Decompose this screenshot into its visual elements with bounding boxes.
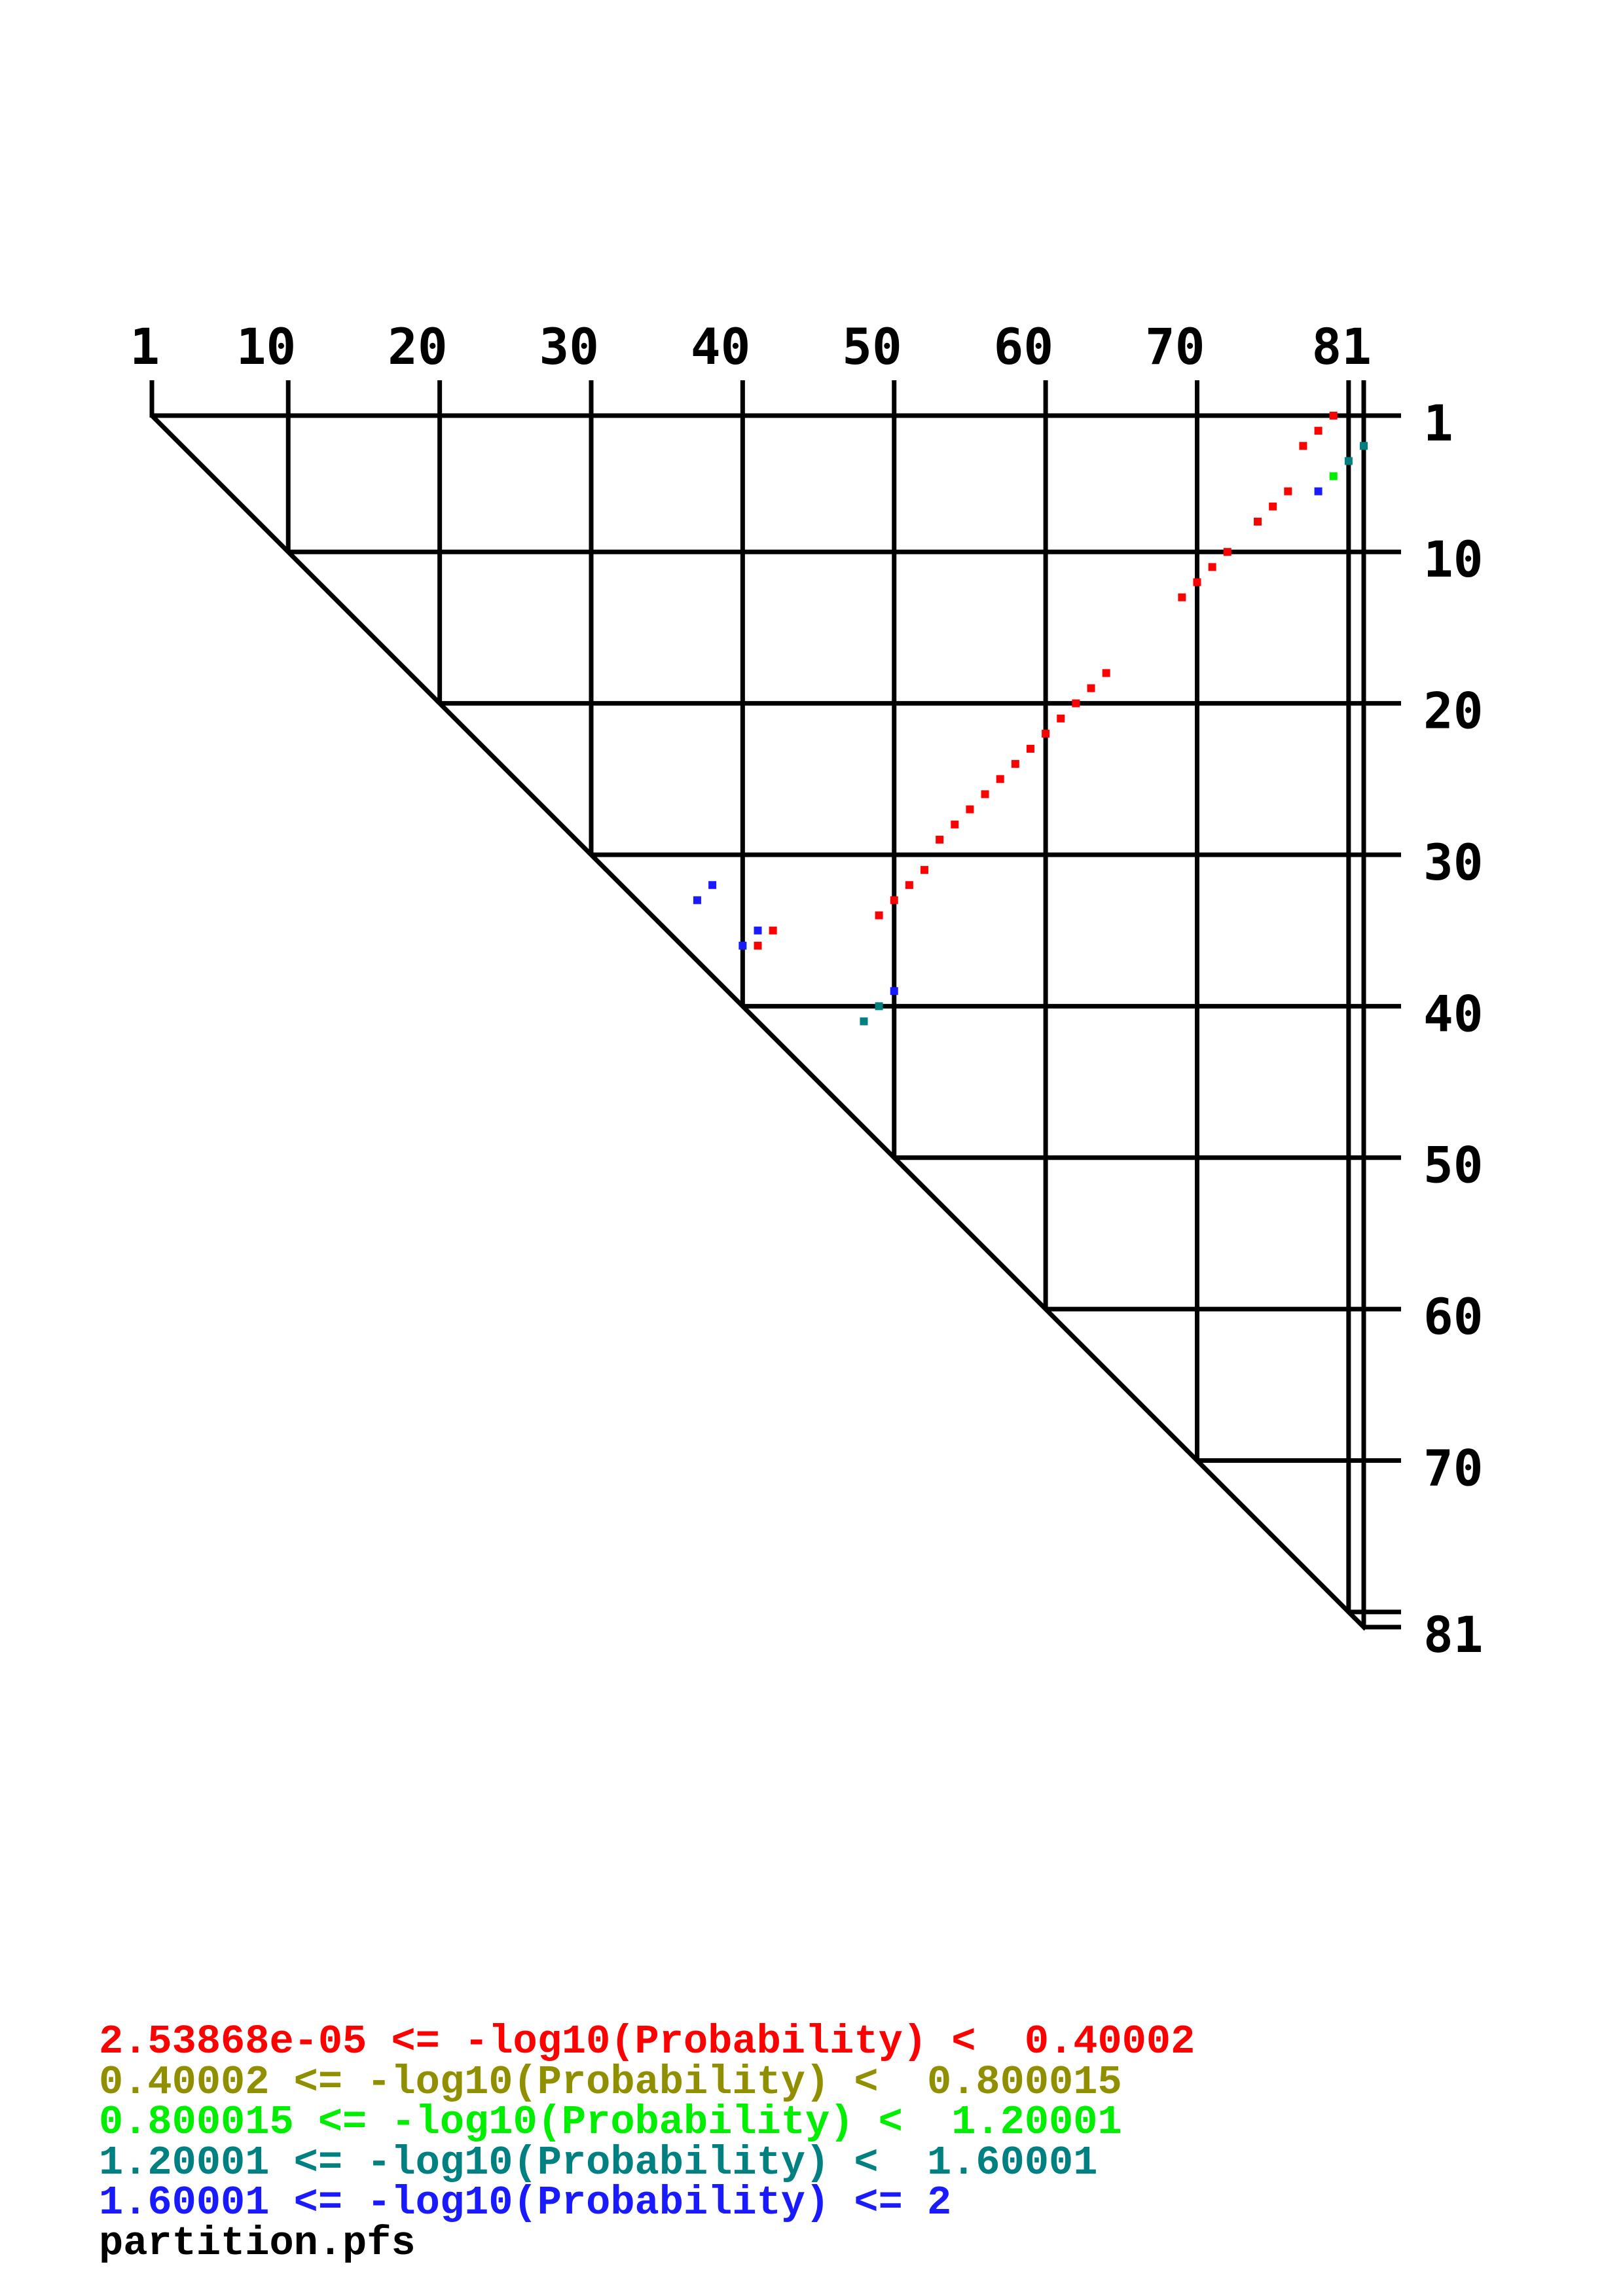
probability-dot	[890, 896, 898, 905]
probability-dot	[1269, 502, 1277, 511]
y-axis-label-1: 1	[1423, 394, 1453, 452]
y-axis-label-50: 50	[1423, 1136, 1484, 1194]
probability-dot	[754, 926, 762, 935]
probability-dot	[875, 911, 883, 920]
x-axis-label-1: 1	[130, 317, 160, 376]
probability-dot	[1344, 457, 1353, 465]
y-axis-label-20: 20	[1423, 682, 1484, 740]
probability-dot	[693, 896, 701, 905]
probability-dot	[708, 881, 717, 889]
probability-dot	[860, 1017, 868, 1026]
x-axis-label-10: 10	[236, 317, 297, 376]
probability-dot	[1360, 442, 1368, 450]
probability-dot	[739, 941, 747, 950]
probability-dot	[1087, 684, 1095, 692]
probability-dot	[1223, 548, 1231, 556]
probability-dot	[966, 805, 974, 814]
probability-dot	[1208, 563, 1216, 571]
y-axis-label-30: 30	[1423, 833, 1484, 891]
probability-dot	[1284, 487, 1292, 495]
probability-dot	[875, 1002, 883, 1011]
probability-dot	[981, 790, 989, 798]
probability-dot	[1102, 669, 1110, 677]
probability-dot	[1026, 745, 1034, 753]
probability-dot	[1011, 760, 1019, 768]
probability-dot	[936, 835, 944, 844]
probability-dot	[1254, 517, 1262, 526]
probability-dot	[1329, 472, 1338, 480]
x-axis-label-70: 70	[1145, 317, 1205, 376]
x-axis-label-50: 50	[842, 317, 902, 376]
probability-dot	[951, 820, 959, 829]
y-axis-label-40: 40	[1423, 984, 1484, 1043]
y-axis-label-70: 70	[1423, 1439, 1484, 1497]
probability-dot	[996, 775, 1004, 783]
probability-dot	[1178, 593, 1186, 601]
y-axis-label-81: 81	[1423, 1605, 1484, 1664]
probability-dot	[890, 987, 898, 996]
probability-dot	[1329, 412, 1338, 420]
probability-dot	[754, 941, 762, 950]
probability-dot	[921, 866, 929, 874]
y-axis-label-60: 60	[1423, 1287, 1484, 1346]
probability-dot	[1072, 699, 1080, 708]
y-axis-label-10: 10	[1423, 530, 1484, 588]
diagonal-line	[150, 414, 1368, 1631]
probability-dot	[1299, 442, 1307, 450]
probability-dot	[1057, 714, 1065, 723]
probability-dot	[1193, 578, 1201, 586]
x-axis-label-81: 81	[1311, 317, 1372, 376]
probability-dot	[1042, 729, 1050, 738]
probability-dot	[769, 926, 777, 935]
probability-dot	[1314, 487, 1322, 495]
x-axis-label-20: 20	[388, 317, 448, 376]
probability-dot	[1314, 427, 1322, 435]
x-axis-label-60: 60	[994, 317, 1054, 376]
probability-dot	[905, 881, 913, 889]
x-axis-label-30: 30	[539, 317, 599, 376]
x-axis-label-40: 40	[691, 317, 751, 376]
